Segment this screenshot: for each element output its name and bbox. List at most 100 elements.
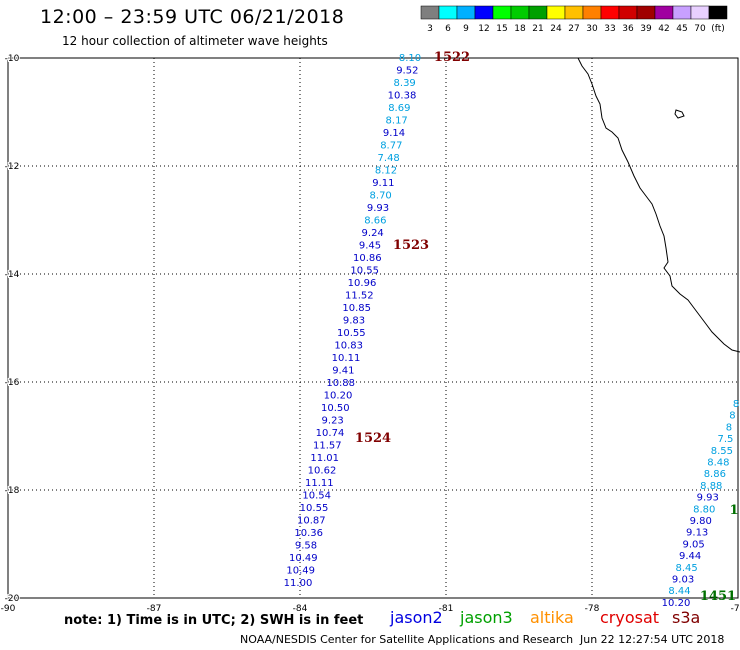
y-tick-label: -10	[5, 54, 20, 64]
wave-height-value: 8.48	[707, 458, 729, 469]
wave-height-value: 10.20	[324, 391, 353, 402]
wave-height-value: 10.85	[342, 303, 371, 314]
wave-height-value: 10.83	[334, 341, 363, 352]
colorbar-label: (ft)	[711, 24, 725, 34]
wave-height-value: 9.52	[396, 66, 418, 77]
wave-height-value: 10.11	[332, 353, 361, 364]
x-tick-label: -87	[147, 604, 162, 614]
jason2-track-1451: 8887.58.558.488.868.889.938.809.809.139.…	[662, 399, 740, 609]
orbit-number-label: 1451	[700, 589, 736, 604]
wave-height-value: 9.58	[295, 541, 317, 552]
satellite-legend-jason3: jason3	[460, 608, 513, 627]
satellite-legend-s3a: s3a	[672, 608, 701, 627]
wave-height-value: 8.69	[388, 103, 410, 114]
wave-height-value: 9.24	[362, 228, 384, 239]
wave-height-value: 8	[729, 411, 735, 422]
wave-height-value: 10.54	[302, 491, 331, 502]
wave-height-value: 11.57	[313, 441, 342, 452]
map-frame	[7, 57, 739, 599]
colorbar-label: 24	[550, 24, 562, 34]
wave-height-value: 10.74	[316, 428, 345, 439]
orbit-number-label: 1523	[393, 238, 429, 253]
wave-height-value: 8.55	[711, 446, 733, 457]
colorbar-swatch	[510, 5, 530, 20]
wave-height-value: 8.10	[399, 53, 421, 64]
y-tick-label: -12	[5, 162, 20, 172]
satellite-legend-cryosat: cryosat	[600, 608, 660, 627]
wave-height-value: 9.93	[697, 493, 719, 504]
colorbar-label: 70	[694, 24, 706, 34]
island-outline	[674, 109, 685, 119]
colorbar-label: 6	[445, 24, 451, 34]
orbit-labels: 1522 1523 1524 1451 1	[355, 50, 739, 604]
colorbar-label: 3	[427, 24, 433, 34]
satellite-legend-jason2: jason2	[390, 608, 443, 627]
page-subtitle: 12 hour collection of altimeter wave hei…	[62, 34, 328, 48]
wave-height-value: 8.66	[364, 216, 386, 227]
x-tick-label: -84	[293, 604, 308, 614]
wave-height-value: 9.41	[332, 366, 354, 377]
y-tick-label: -20	[5, 594, 20, 604]
wave-height-value: 10.55	[350, 266, 379, 277]
x-tick-label: -78	[585, 604, 600, 614]
colorbar-label: 30	[586, 24, 598, 34]
y-tick-label: -14	[5, 270, 20, 280]
wave-height-value: 10.96	[348, 278, 377, 289]
colorbar-label: 33	[604, 24, 615, 34]
wave-height-value: 8.45	[675, 563, 697, 574]
wave-height-value: 9.11	[372, 178, 394, 189]
wave-height-value: 10.20	[662, 598, 691, 609]
colorbar-label: 39	[640, 24, 652, 34]
x-tick-label: -81	[439, 604, 454, 614]
wave-height-value: 8.17	[386, 116, 408, 127]
page-title: 12:00 – 23:59 UTC 06/21/2018	[40, 6, 345, 28]
colorbar-label: 36	[622, 24, 634, 34]
wave-height-value: 8.88	[700, 481, 722, 492]
colorbar-swatch	[474, 5, 494, 20]
colorbar-label: 27	[568, 24, 579, 34]
wave-height-value: 9.05	[683, 539, 705, 550]
colorbar-swatch	[672, 5, 692, 20]
map-grid: -90 -87 -84 -81 -78 -75 -10 -12 -14 -16 -18 -20	[1, 53, 740, 614]
jason2-track-1522-1524: 8.10 9.528.39 10.388.69 8.179.14 8.777.48 8.1…	[284, 53, 421, 589]
y-tick-label: -18	[5, 486, 20, 496]
colorbar-label: 45	[676, 24, 687, 34]
orbit-number-label: 1522	[434, 50, 470, 65]
colorbar-swatch	[456, 5, 476, 20]
wave-height-value: 11.01	[310, 453, 339, 464]
wave-height-value: 7.5	[717, 434, 733, 445]
wave-height-value: 10.38	[388, 91, 417, 102]
colorbar-label: 42	[658, 24, 669, 34]
colorbar-swatch	[564, 5, 584, 20]
colorbar-swatch	[582, 5, 602, 20]
colorbar-label: 15	[496, 24, 507, 34]
colorbar-label: 12	[478, 24, 489, 34]
wave-height-value: 11.11	[305, 478, 334, 489]
colorbar-swatch	[636, 5, 656, 20]
wave-height-value: 9.83	[343, 316, 365, 327]
wave-height-value: 10.36	[294, 528, 323, 539]
wave-height-value: 8.12	[375, 166, 397, 177]
wave-height-value: 10.50	[321, 403, 350, 414]
coastline	[577, 57, 740, 353]
wave-height-value: 7.48	[378, 153, 400, 164]
wave-height-value: 10.87	[297, 516, 326, 527]
wave-height-value: 8.86	[704, 469, 726, 480]
colorbar-swatch	[690, 5, 710, 20]
wave-height-value: 8	[733, 399, 739, 410]
colorbar-swatch	[492, 5, 512, 20]
wave-height-value: 9.14	[383, 128, 405, 139]
colorbar-swatch	[420, 5, 440, 20]
wave-height-value: 11.00	[284, 578, 313, 589]
wave-height-value: 8.80	[693, 504, 715, 515]
colorbar-swatch	[654, 5, 674, 20]
wave-height-value: 8.44	[668, 586, 690, 597]
credit-date: Jun 22 12:27:54 UTC 2018	[580, 633, 725, 646]
colorbar-swatch	[618, 5, 638, 20]
colorbar-label: 21	[532, 24, 543, 34]
colorbar-swatch	[546, 5, 566, 20]
footnote: note: 1) Time is in UTC; 2) SWH is in fe…	[64, 613, 364, 628]
colorbar-label: 18	[514, 24, 526, 34]
colorbar-swatch	[438, 5, 458, 20]
orbit-number-label: 1524	[355, 431, 391, 446]
